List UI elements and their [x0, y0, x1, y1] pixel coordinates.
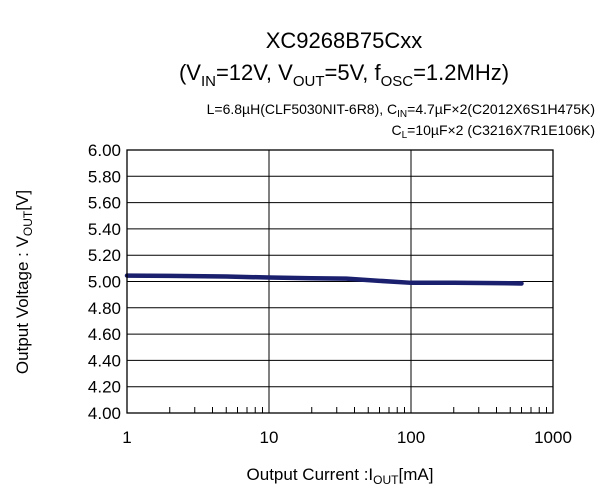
- tick-label-layer: 4.00 4.20 4.40 4.60 4.80 5.00 5.20 5.40 5.60 5.80…: [88, 141, 572, 447]
- y-tick-label: 5.20: [88, 246, 121, 265]
- y-tick-label: 5.60: [88, 194, 121, 213]
- x-tick-label: 1: [122, 428, 131, 447]
- y-tick-label: 5.00: [88, 273, 121, 292]
- y-tick-label: 4.80: [88, 299, 121, 318]
- x-tick-label: 100: [397, 428, 425, 447]
- chart-subtitle: (VIN=12V, VOUT=5V, fOSC=1.2MHz): [179, 60, 509, 90]
- x-axis-label: Output Current :IOUT[mA]: [247, 465, 434, 487]
- series-line-output-voltage: [124, 273, 524, 286]
- x-tick-label: 1000: [534, 428, 572, 447]
- chart-title: XC9268B75Cxx: [266, 28, 423, 53]
- plot-frame: [126, 149, 554, 414]
- y-tick-label: 4.00: [88, 404, 121, 423]
- y-tick-label: 6.00: [88, 141, 121, 160]
- y-tick-label: 4.40: [88, 351, 121, 370]
- y-axis-label: Output Voltage : VOUT[V]: [13, 190, 35, 374]
- y-tick-label: 5.40: [88, 220, 121, 239]
- y-tick-label: 4.60: [88, 325, 121, 344]
- y-tick-label: 5.80: [88, 167, 121, 186]
- y-tick-label: 4.20: [88, 378, 121, 397]
- x-tick-label: 10: [260, 428, 279, 447]
- conditions-line-1: L=6.8µH(CLF5030NIT-6R8), CIN=4.7µF×2(C20…: [207, 101, 595, 120]
- series-layer: [124, 273, 524, 286]
- conditions-line-2: CL=10µF×2 (C3216X7R1E106K): [391, 122, 595, 141]
